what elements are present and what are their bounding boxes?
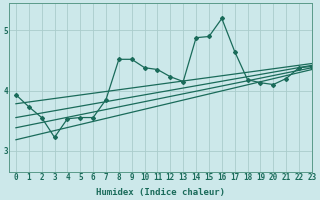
X-axis label: Humidex (Indice chaleur): Humidex (Indice chaleur) — [96, 188, 225, 197]
